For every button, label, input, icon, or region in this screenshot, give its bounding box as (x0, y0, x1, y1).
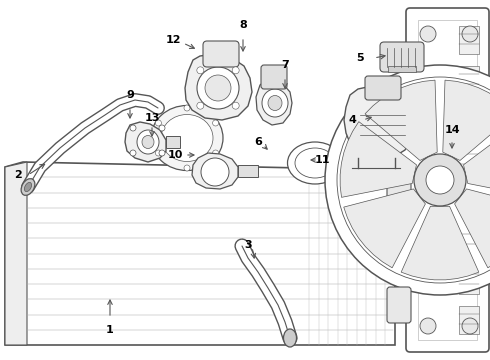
Bar (459, 266, 479, 294)
Ellipse shape (337, 77, 490, 283)
Text: 14: 14 (444, 125, 460, 135)
Ellipse shape (155, 150, 161, 156)
Polygon shape (365, 80, 437, 161)
Text: 12: 12 (165, 35, 181, 45)
Ellipse shape (213, 120, 219, 126)
Text: 7: 7 (281, 60, 289, 70)
Polygon shape (455, 189, 490, 268)
Ellipse shape (295, 148, 335, 178)
Bar (459, 66, 479, 94)
Text: 8: 8 (239, 20, 247, 30)
Ellipse shape (151, 105, 223, 171)
Ellipse shape (426, 166, 454, 194)
Bar (459, 146, 479, 174)
Text: 6: 6 (254, 137, 262, 147)
Polygon shape (185, 54, 252, 120)
Ellipse shape (420, 26, 436, 42)
Ellipse shape (232, 67, 239, 74)
Ellipse shape (24, 183, 32, 192)
Ellipse shape (142, 135, 154, 149)
Polygon shape (344, 189, 425, 268)
Polygon shape (5, 162, 395, 345)
Polygon shape (192, 153, 238, 189)
Bar (459, 106, 479, 134)
Polygon shape (464, 122, 490, 197)
Ellipse shape (205, 75, 231, 101)
Ellipse shape (414, 154, 466, 206)
Ellipse shape (201, 158, 229, 186)
Ellipse shape (462, 318, 478, 334)
Ellipse shape (197, 67, 239, 109)
Ellipse shape (262, 89, 288, 117)
Text: 2: 2 (14, 170, 22, 180)
Text: 4: 4 (348, 115, 356, 125)
Bar (459, 226, 479, 254)
Ellipse shape (137, 130, 159, 154)
FancyBboxPatch shape (387, 167, 411, 203)
Text: 5: 5 (356, 53, 364, 63)
Bar (238, 165, 258, 177)
FancyBboxPatch shape (387, 287, 411, 323)
Ellipse shape (155, 120, 161, 126)
Ellipse shape (130, 125, 136, 131)
Ellipse shape (197, 102, 204, 109)
Bar (459, 26, 479, 54)
Ellipse shape (288, 142, 343, 184)
Ellipse shape (21, 179, 35, 195)
FancyBboxPatch shape (203, 41, 239, 67)
FancyBboxPatch shape (261, 65, 287, 89)
Ellipse shape (161, 114, 213, 162)
Ellipse shape (325, 65, 490, 295)
Ellipse shape (184, 165, 190, 171)
Ellipse shape (284, 329, 296, 347)
Ellipse shape (462, 26, 478, 42)
Ellipse shape (268, 95, 282, 111)
Ellipse shape (130, 150, 136, 156)
Bar (459, 186, 479, 214)
Polygon shape (5, 162, 27, 345)
Ellipse shape (197, 67, 204, 74)
Ellipse shape (213, 150, 219, 156)
Text: 11: 11 (314, 155, 330, 165)
Bar (388, 66, 416, 72)
Polygon shape (340, 122, 416, 197)
Ellipse shape (159, 150, 165, 156)
Text: 10: 10 (167, 150, 183, 160)
Polygon shape (344, 86, 413, 158)
FancyBboxPatch shape (380, 42, 424, 72)
Text: 13: 13 (145, 113, 160, 123)
Polygon shape (443, 80, 490, 161)
Text: 9: 9 (126, 90, 134, 100)
FancyBboxPatch shape (418, 20, 477, 340)
Polygon shape (401, 206, 479, 280)
Ellipse shape (420, 318, 436, 334)
Ellipse shape (232, 102, 239, 109)
Ellipse shape (184, 105, 190, 111)
Polygon shape (125, 122, 166, 162)
Text: 3: 3 (244, 240, 252, 250)
FancyBboxPatch shape (406, 8, 489, 352)
Text: 1: 1 (106, 325, 114, 335)
FancyBboxPatch shape (365, 76, 401, 100)
Bar (459, 306, 479, 334)
Ellipse shape (159, 125, 165, 131)
Polygon shape (256, 80, 292, 125)
Bar (166, 136, 180, 148)
